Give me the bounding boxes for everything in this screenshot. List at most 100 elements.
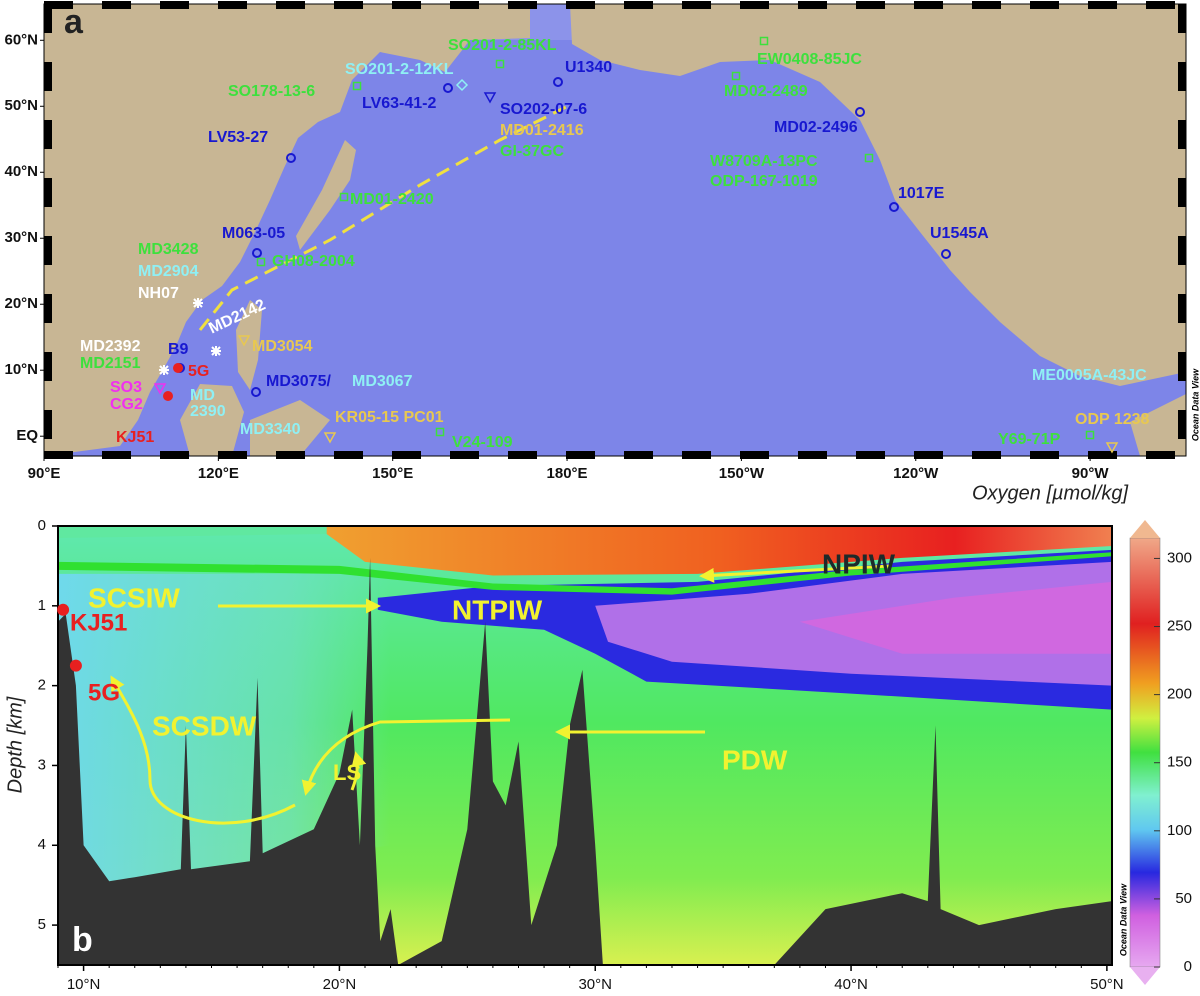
site-marker bbox=[352, 81, 362, 91]
site-label: V24-109 bbox=[452, 434, 513, 451]
section-title: Oxygen [µmol/kg] bbox=[972, 482, 1128, 504]
lat-tick-label: 30°N bbox=[4, 229, 38, 246]
site-label: MD02-2496 bbox=[774, 119, 858, 136]
colorbar-tick-label: 300 bbox=[1167, 549, 1192, 566]
land-philippines bbox=[236, 300, 262, 390]
site-label: MD02-2489 bbox=[724, 83, 808, 100]
site-label: 5G bbox=[188, 363, 209, 380]
colorbar-tick-label: 150 bbox=[1167, 754, 1192, 771]
lat-tick-label: 40°N bbox=[4, 163, 38, 180]
site-label: EW0408-85JC bbox=[757, 51, 862, 68]
site-label: SO201-2-12KL bbox=[345, 61, 454, 78]
lat-tick-label: 50°N bbox=[4, 97, 38, 114]
water-mass-label: PDW bbox=[722, 744, 788, 775]
site-marker bbox=[252, 248, 262, 258]
site-marker bbox=[889, 202, 899, 212]
site-marker bbox=[193, 298, 203, 308]
site-marker bbox=[159, 365, 169, 375]
panel-label: b bbox=[72, 921, 93, 959]
site-marker bbox=[323, 432, 337, 444]
x-tick-label: 50°N bbox=[1090, 976, 1124, 993]
colorbar-tick-label: 50 bbox=[1175, 890, 1192, 907]
surface-scs bbox=[58, 526, 327, 538]
y-tick-label: 1 bbox=[38, 597, 46, 614]
site-label: MD01-2420 bbox=[350, 191, 434, 208]
site-label: MD3340 bbox=[240, 421, 301, 438]
colorbar-extend bbox=[1130, 967, 1160, 985]
site-marker bbox=[495, 59, 505, 69]
site-marker bbox=[173, 363, 183, 373]
y-tick-label: 2 bbox=[38, 677, 46, 694]
credit: Ocean Data View bbox=[1190, 368, 1200, 441]
land-newguinea bbox=[250, 400, 330, 456]
panel-label: a bbox=[64, 3, 84, 41]
site-marker bbox=[443, 83, 453, 93]
land-borneo bbox=[180, 384, 244, 456]
site-marker bbox=[759, 36, 769, 46]
site-marker bbox=[256, 257, 266, 267]
site-label: MD2904 bbox=[138, 263, 199, 280]
site-label: B9 bbox=[168, 341, 189, 358]
map-panel: a Ocean Data View 90°E 120°E 150°E 180°E 150… bbox=[4, 1, 1200, 482]
site-label: CG2 bbox=[110, 396, 143, 413]
site-marker bbox=[1085, 430, 1095, 440]
credit: Ocean Data View bbox=[1118, 883, 1128, 956]
site-marker bbox=[483, 92, 497, 104]
site-label: U1340 bbox=[565, 59, 612, 76]
site-label: KR05-15 PC01 bbox=[335, 409, 444, 426]
site-marker bbox=[163, 391, 173, 401]
water-mass-label: NTPIW bbox=[452, 594, 543, 625]
site-marker bbox=[286, 153, 296, 163]
site-label: 1017E bbox=[898, 185, 945, 202]
site-marker bbox=[153, 383, 167, 395]
lon-tick-label: 120°W bbox=[893, 465, 939, 482]
site-label: MD2151 bbox=[80, 355, 141, 372]
scs-water bbox=[58, 573, 391, 894]
site-marker bbox=[855, 107, 865, 117]
site-label: MD3067 bbox=[352, 373, 413, 390]
site-label: SO3 bbox=[110, 379, 142, 396]
lat-tick-label: 10°N bbox=[4, 361, 38, 378]
site-label: GH08-2004 bbox=[272, 253, 355, 270]
site-marker bbox=[339, 192, 349, 202]
map-border bbox=[43, 3, 1187, 457]
colorbar-tick-label: 100 bbox=[1167, 822, 1192, 839]
site-label: SO201-2-85KL bbox=[448, 37, 557, 54]
y-tick-label: 0 bbox=[38, 517, 46, 534]
site-marker bbox=[251, 387, 261, 397]
land-south-america bbox=[1130, 394, 1186, 456]
lon-tick-label: 90°W bbox=[1072, 465, 1110, 482]
water-mass-label: LS bbox=[333, 760, 361, 785]
colorbar-tick-label: 250 bbox=[1167, 617, 1192, 634]
site-label: ME0005A-43JC bbox=[1032, 367, 1147, 384]
site-marker bbox=[553, 77, 563, 87]
x-tick-label: 20°N bbox=[323, 976, 357, 993]
green-line bbox=[58, 552, 1112, 595]
colorbar-tick-label: 200 bbox=[1167, 686, 1192, 703]
lon-tick-label: 150°W bbox=[719, 465, 765, 482]
site-label: NH07 bbox=[138, 285, 179, 302]
site-label: MD3428 bbox=[138, 241, 199, 258]
site-label: GI-37GC bbox=[500, 143, 564, 160]
npiw-core bbox=[799, 581, 1112, 654]
site-label: SO178-13-6 bbox=[228, 83, 315, 100]
x-tick-label: 30°N bbox=[578, 976, 612, 993]
lon-tick-label: 150°E bbox=[372, 465, 413, 482]
site-label: U1545A bbox=[930, 225, 989, 242]
flow-arrow bbox=[110, 675, 296, 825]
land-asia bbox=[44, 4, 530, 456]
site-label: MD2392 bbox=[80, 338, 141, 355]
plot-frame bbox=[57, 525, 1113, 966]
lon-tick-label: 90°E bbox=[28, 465, 61, 482]
site-label: 5G bbox=[88, 679, 120, 706]
colorbar-extend bbox=[1130, 520, 1160, 538]
site-marker bbox=[435, 427, 445, 437]
y-tick-label: 3 bbox=[38, 756, 46, 773]
site-label: ODP 1238 bbox=[1075, 411, 1150, 428]
site-dot bbox=[57, 603, 70, 616]
water-mass-label: NPIW bbox=[822, 548, 896, 579]
site-marker bbox=[1105, 442, 1119, 454]
land-america bbox=[570, 4, 1186, 386]
y-tick-label: 5 bbox=[38, 916, 46, 933]
